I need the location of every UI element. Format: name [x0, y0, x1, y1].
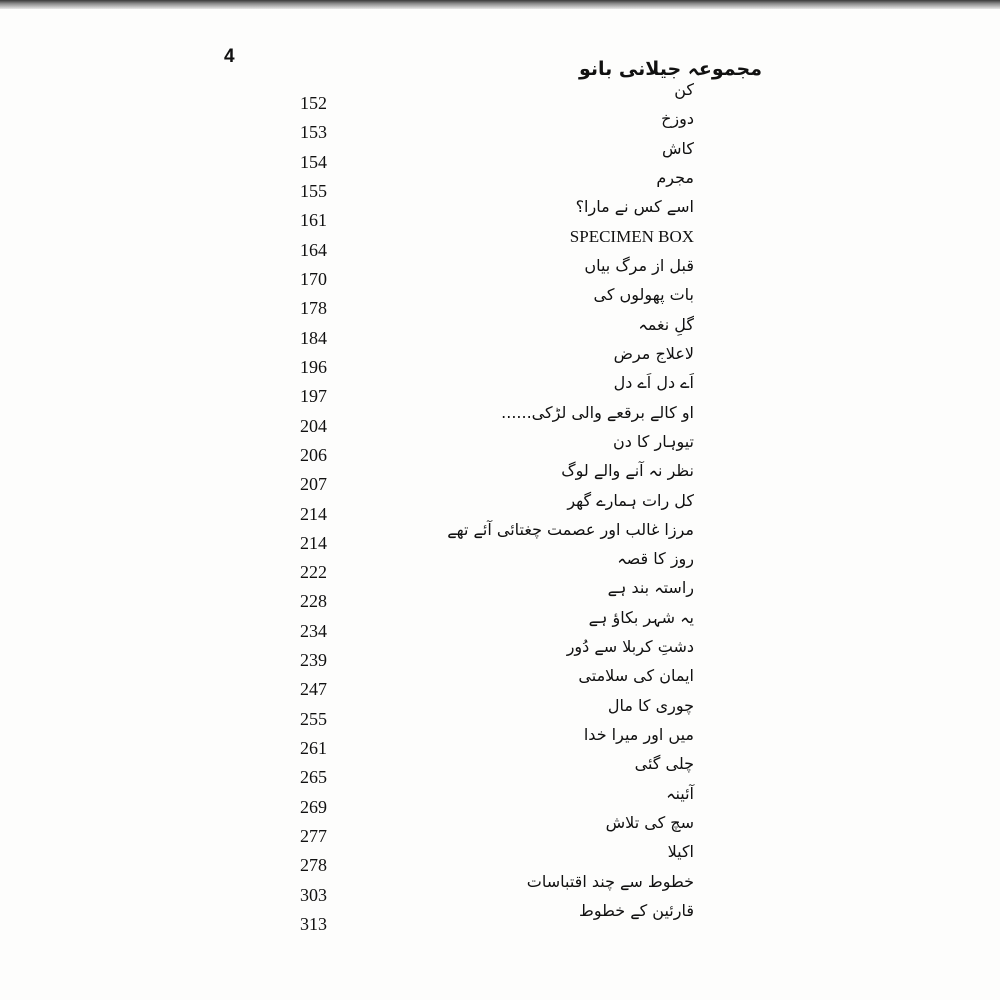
toc-entry-title: اَے دل اَے دل — [613, 373, 694, 393]
toc-entry-page: 155 — [300, 180, 327, 201]
toc-entry-title: روز کا قصہ — [617, 549, 694, 569]
toc-entry-title: آئینہ — [666, 783, 694, 803]
toc-entry-page: 164 — [300, 239, 327, 260]
toc-entry-title: تیوہار کا دن — [612, 431, 694, 451]
toc-entry-title: راستہ بند ہے — [607, 578, 694, 598]
toc-entry-page: 161 — [300, 210, 327, 231]
toc-entry-title: چوری کا مال — [607, 695, 694, 715]
toc-entry-page: 178 — [300, 298, 327, 319]
page-number: 4 — [224, 46, 235, 67]
running-header-title: مجموعہ جیلانی بانو — [579, 58, 762, 80]
toc-entry-title: میں اور میرا خدا — [583, 725, 694, 745]
toc-entry-title: بات پھولوں کی — [593, 285, 695, 305]
toc-entry-title: ایمان کی سلامتی — [578, 666, 694, 686]
toc-entry-title: دشتِ کربلا سے دُور — [566, 637, 694, 657]
toc-entry-title: لاعلاج مرض — [613, 343, 694, 363]
toc-entry-title: سچ کی تلاش — [605, 813, 694, 833]
toc-entry-page: 234 — [300, 620, 327, 641]
toc-entry-page: 197 — [300, 386, 327, 407]
toc-entry-page: 313 — [300, 914, 327, 934]
toc-entry-page: 269 — [300, 796, 327, 817]
toc-entry-title: قارئین کے خطوط — [579, 901, 694, 920]
toc-entry-page: 206 — [300, 444, 327, 465]
toc-entry-page: 255 — [300, 708, 327, 729]
toc-entry-title: کاش — [661, 138, 694, 158]
toc-entry-title: یہ شہر بکاؤ ہے — [588, 607, 694, 627]
toc-entry-page: 214 — [300, 503, 327, 524]
toc-entry-page: 152 — [300, 93, 327, 113]
toc-entry-page: 170 — [300, 268, 327, 289]
toc-entry-title: کن — [674, 80, 694, 99]
toc-entry-page: 184 — [300, 327, 327, 348]
toc-entry-page: 154 — [300, 151, 327, 172]
toc-entry-title: اکیلا — [667, 842, 694, 862]
toc-entry-page: 277 — [300, 826, 327, 847]
toc-entry-title: دوزخ — [661, 109, 694, 129]
toc-entry-title: نظر نہ آنے والے لوگ — [561, 461, 694, 481]
toc-entry-title: چلی گئی — [634, 754, 694, 774]
toc-entry-page: 207 — [300, 474, 327, 495]
toc-entry-title: SPECIMEN BOX — [569, 226, 694, 246]
toc-entry-title: کل رات ہمارے گھر — [567, 490, 694, 510]
toc-entry-title: گلِ نغمہ — [638, 314, 694, 334]
toc-entry-page: 228 — [300, 591, 327, 612]
toc-entry-title: خطوط سے چند اقتباسات — [526, 871, 694, 891]
toc-entry-page: 303 — [300, 884, 327, 905]
toc-entry-title: اسے کس نے مارا؟ — [575, 197, 694, 217]
toc-entry-page: 222 — [300, 562, 327, 583]
toc-entry-page: 214 — [300, 532, 327, 553]
toc-entry-title: او کالے برقعے والی لڑکی...... — [501, 402, 694, 422]
toc-entry-title: قبل از مرگ بیاں — [584, 255, 694, 275]
toc-entry-page: 278 — [300, 855, 327, 876]
toc-entry-page: 153 — [300, 122, 327, 143]
toc-entry-title: مرزا غالب اور عصمت چغتائی آئے تھے — [447, 519, 694, 539]
toc-entry-page: 239 — [300, 650, 327, 671]
toc-entry-page: 196 — [300, 356, 327, 377]
toc-entry-page: 204 — [300, 415, 327, 436]
toc-entry-title: مجرم — [656, 167, 694, 187]
toc-entry-page: 265 — [300, 767, 327, 788]
toc-entry-page: 261 — [300, 738, 327, 759]
toc-entry-page: 247 — [300, 679, 327, 700]
page-top-edge — [0, 0, 1000, 9]
